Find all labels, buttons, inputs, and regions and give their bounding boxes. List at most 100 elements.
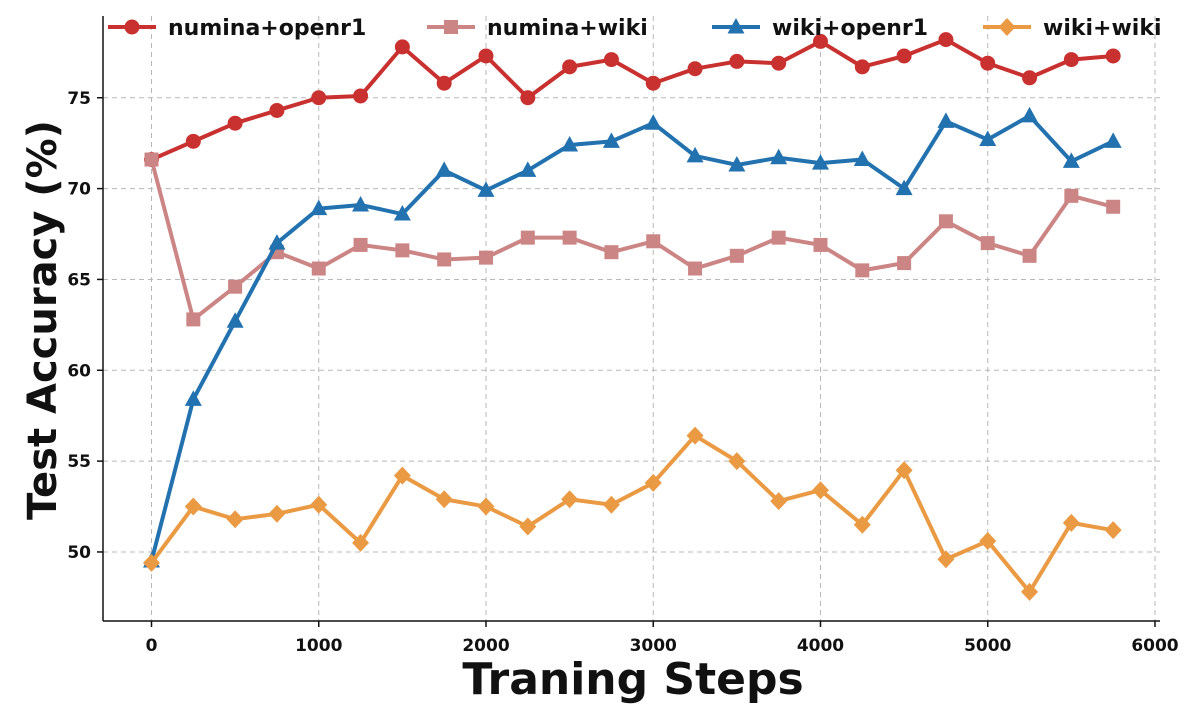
data-point: [1062, 513, 1080, 532]
legend-marker: [998, 18, 1016, 36]
y-tick-label: 60: [67, 361, 91, 381]
data-point: [896, 48, 912, 64]
series: [143, 32, 1122, 601]
data-point: [395, 243, 410, 258]
series-wiki-wiki: [143, 426, 1122, 601]
legend: numina+openr1 numina+wiki wiki+openr1 wiki+…: [108, 16, 1162, 41]
series-line: [150, 37, 1114, 162]
x-axis-title: Traning Steps: [462, 654, 803, 705]
data-point: [938, 32, 954, 48]
data-point: [562, 59, 578, 75]
data-point: [228, 279, 243, 294]
data-point: [1104, 521, 1122, 540]
data-point: [979, 130, 997, 147]
data-point: [687, 61, 703, 77]
data-point: [728, 452, 746, 471]
x-tick-label: 1000: [295, 636, 342, 656]
x-tick-label: 2000: [462, 636, 509, 656]
data-point: [812, 33, 828, 49]
y-tick-label: 65: [67, 270, 91, 290]
data-point: [980, 236, 995, 251]
data-point: [604, 245, 619, 260]
data-point: [644, 114, 662, 130]
data-point: [478, 250, 493, 265]
data-point: [393, 466, 411, 485]
grid: [103, 16, 1160, 621]
data-point: [688, 261, 703, 276]
data-point: [226, 510, 244, 529]
legend-item: wiki+openr1: [712, 16, 928, 41]
data-point: [435, 161, 453, 177]
data-point: [561, 135, 579, 152]
data-point: [1105, 48, 1121, 64]
data-point: [980, 55, 996, 71]
data-point: [770, 148, 788, 165]
data-point: [436, 75, 452, 91]
data-point: [1064, 188, 1079, 203]
data-point: [268, 504, 286, 523]
y-tick-label: 50: [67, 543, 91, 563]
data-point: [393, 205, 411, 221]
legend-label: wiki+wiki: [1043, 16, 1162, 41]
data-point: [729, 53, 745, 69]
y-tick-label: 75: [67, 89, 91, 109]
data-point: [435, 490, 453, 509]
data-point: [311, 90, 327, 106]
data-point: [437, 252, 452, 267]
data-point: [268, 234, 286, 250]
axes: [102, 16, 1160, 622]
data-point: [728, 155, 746, 172]
data-point: [519, 161, 537, 177]
data-point: [855, 263, 870, 278]
data-point: [269, 102, 285, 118]
data-point: [478, 48, 494, 64]
data-point: [561, 490, 579, 509]
data-point: [519, 517, 537, 536]
data-point: [937, 112, 955, 128]
x-tick-label: 3000: [630, 636, 677, 656]
data-point: [729, 248, 744, 263]
data-point: [1106, 199, 1121, 214]
data-point: [352, 533, 370, 552]
data-point: [311, 261, 326, 276]
data-point: [853, 515, 871, 534]
data-point: [603, 52, 619, 68]
data-point: [644, 473, 662, 492]
data-point: [477, 181, 495, 197]
data-point: [144, 152, 159, 167]
y-axis-title: Test Accuracy (%): [20, 120, 66, 520]
data-point: [686, 146, 704, 163]
y-tick-label: 55: [67, 452, 91, 472]
data-point: [310, 199, 328, 216]
x-tick-label: 4000: [797, 636, 844, 656]
data-point: [897, 256, 912, 271]
data-point: [811, 154, 829, 170]
legend-label: wiki+openr1: [772, 16, 928, 41]
data-point: [1022, 248, 1037, 263]
data-point: [1104, 132, 1122, 148]
data-point: [143, 553, 161, 572]
data-point: [1021, 106, 1039, 123]
data-point: [938, 214, 953, 229]
data-point: [771, 55, 787, 71]
series-numina-openr1: [144, 32, 1121, 168]
data-point: [602, 495, 620, 514]
data-point: [811, 481, 829, 500]
data-point: [1063, 52, 1079, 68]
data-point: [770, 492, 788, 511]
data-point: [1021, 582, 1039, 601]
data-point: [979, 532, 997, 551]
data-point: [227, 115, 243, 131]
data-point: [184, 497, 202, 516]
data-point: [352, 195, 370, 212]
data-point: [771, 230, 786, 245]
data-point: [646, 234, 661, 249]
data-point: [353, 88, 369, 104]
data-point: [937, 550, 955, 569]
legend-label: numina+wiki: [487, 16, 648, 41]
data-point: [1062, 152, 1080, 168]
legend-item: numina+wiki: [427, 16, 648, 41]
data-point: [186, 312, 201, 327]
data-point: [520, 230, 535, 245]
